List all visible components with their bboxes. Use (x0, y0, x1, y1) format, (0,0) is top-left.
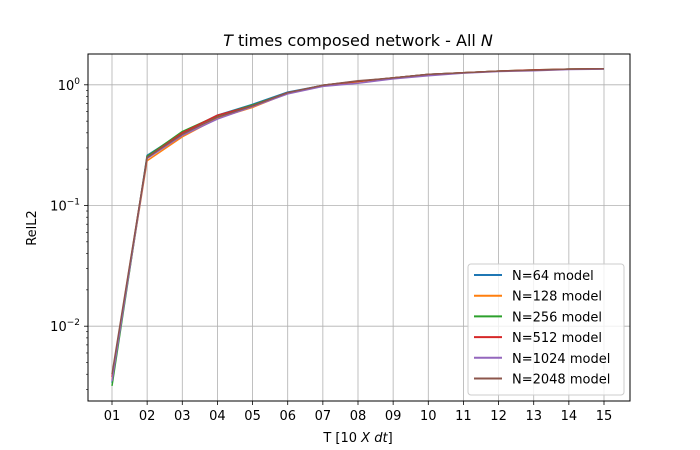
x-axis-label-part-2: X dt (360, 431, 388, 446)
plot-frame (87, 53, 631, 402)
y-tick-label-exponent: 0 (74, 77, 80, 87)
chart-title-part-2: times composed network - All (233, 31, 481, 50)
x-tick-label: 09 (385, 409, 402, 424)
y-tick-label: 100 (58, 77, 81, 94)
x-tick-label: 11 (455, 409, 472, 424)
legend-label: N=1024 model (512, 352, 610, 367)
x-tick-label: 01 (104, 409, 121, 424)
x-tick-label: 06 (279, 409, 296, 424)
x-tick-label: 07 (315, 409, 332, 424)
legend-label: N=128 model (512, 290, 602, 305)
legend-label: N=64 model (512, 269, 594, 284)
x-tick-label: 12 (490, 409, 507, 424)
y-tick-label-base: 10 (50, 200, 67, 215)
chart-title: T times composed network - All N (223, 31, 493, 50)
legend: N=64 model N=128 model N=256 model N=512 mo… (467, 263, 625, 396)
legend-label: N=256 model (512, 310, 602, 325)
x-axis-label-part-3: ] (388, 431, 393, 446)
legend-items: N=64 model N=128 model N=256 model N=512 mo… (474, 269, 610, 388)
x-axis-label: T [10 X dt] (322, 431, 392, 446)
x-tick-label: 13 (525, 409, 542, 424)
y-tick-label: 10−1 (50, 198, 80, 215)
series-line-5 (111, 67, 605, 375)
x-tick-label: 05 (244, 409, 261, 424)
y-tick-label-base: 10 (58, 79, 75, 94)
x-axis-label-part-1: T [10 (322, 431, 361, 446)
y-tick-label-exponent: −1 (67, 198, 80, 208)
y-tick-label: 10−2 (50, 318, 80, 335)
chart-title-part-3: N (481, 31, 493, 50)
grid (88, 54, 630, 401)
x-tick-label: 04 (209, 409, 226, 424)
legend-label: N=512 model (512, 331, 602, 346)
y-tick-label-exponent: −2 (67, 318, 80, 328)
chart-title-part-1: T (223, 31, 234, 50)
y-axis-label: RelL2 (25, 210, 40, 246)
y-tick-label-base: 10 (50, 320, 67, 335)
x-tick-label: 15 (596, 409, 613, 424)
x-tick-label: 02 (139, 409, 156, 424)
series-lines (111, 67, 605, 387)
legend-label: N=2048 model (512, 373, 610, 388)
x-tick-label: 10 (420, 409, 437, 424)
x-tick-label: 08 (350, 409, 367, 424)
x-tick-label: 14 (561, 409, 578, 424)
x-tick-label: 03 (174, 409, 191, 424)
x-ticks: 01 02 03 04 05 06 07 08 09 10 11 12 13 14 15 (104, 401, 613, 424)
legend-box (467, 263, 625, 396)
